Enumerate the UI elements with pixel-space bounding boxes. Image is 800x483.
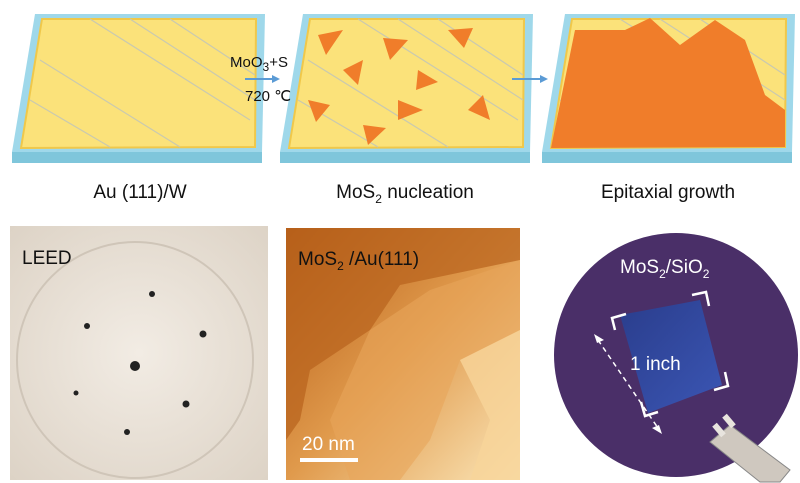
panel-nucleation — [279, 13, 534, 164]
wafer-photo — [554, 233, 798, 483]
text-part: MoS — [298, 249, 337, 270]
leed-label: LEED — [22, 248, 72, 269]
reactant-label: MoO3+S — [230, 54, 288, 74]
size-label: 1 inch — [630, 354, 681, 375]
text-part: nucleation — [382, 182, 474, 203]
panel-growth — [541, 13, 796, 164]
arrow-2 — [512, 75, 548, 83]
temperature-label: 720 ℃ — [245, 88, 291, 105]
text-part: Au (111)/W — [93, 182, 186, 203]
subscript: 2 — [703, 267, 710, 281]
subscript: 2 — [375, 192, 382, 206]
panel-substrate — [11, 13, 266, 164]
text-part: +S — [269, 54, 288, 71]
text-part: /Au(111) — [344, 249, 419, 270]
scale-bar-label: 20 nm — [302, 434, 355, 455]
stm-image — [286, 228, 520, 480]
caption: Epitaxial growth — [601, 182, 735, 203]
leed-image — [10, 226, 268, 480]
subscript: 3 — [263, 60, 270, 74]
subscript: 2 — [659, 267, 666, 281]
arrow-1 — [245, 75, 280, 83]
text-part: /SiO — [666, 257, 703, 278]
subscript: 2 — [337, 259, 344, 273]
text-part: MoS — [620, 257, 659, 278]
caption: Au (111)/W — [93, 182, 186, 203]
stm-label: MoS2 /Au(111) — [298, 249, 419, 273]
text-part: MoO — [230, 54, 263, 71]
wafer-label: MoS2/SiO2 — [620, 257, 710, 281]
text-part: Epitaxial growth — [601, 182, 735, 203]
caption: MoS2 nucleation — [336, 182, 474, 206]
text-part: MoS — [336, 182, 375, 203]
